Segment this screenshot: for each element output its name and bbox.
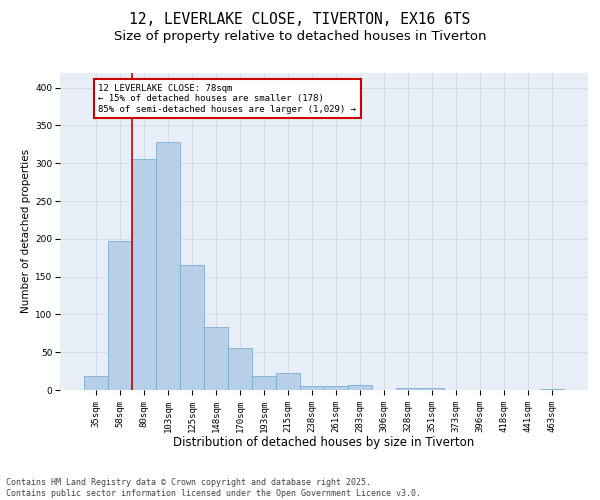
Bar [84, 376, 108, 390]
Bar [396, 388, 420, 390]
Bar [540, 389, 564, 390]
X-axis label: Distribution of detached houses by size in Tiverton: Distribution of detached houses by size … [173, 436, 475, 449]
Y-axis label: Number of detached properties: Number of detached properties [21, 149, 31, 314]
Text: Size of property relative to detached houses in Tiverton: Size of property relative to detached ho… [114, 30, 486, 43]
Bar [132, 160, 156, 390]
Bar [108, 241, 132, 390]
Bar [228, 348, 252, 390]
Text: 12 LEVERLAKE CLOSE: 78sqm
← 15% of detached houses are smaller (178)
85% of semi: 12 LEVERLAKE CLOSE: 78sqm ← 15% of detac… [98, 84, 356, 114]
Bar [180, 266, 204, 390]
Bar [348, 386, 372, 390]
Bar [300, 386, 324, 390]
Text: Contains HM Land Registry data © Crown copyright and database right 2025.
Contai: Contains HM Land Registry data © Crown c… [6, 478, 421, 498]
Bar [420, 388, 444, 390]
Bar [204, 328, 228, 390]
Text: 12, LEVERLAKE CLOSE, TIVERTON, EX16 6TS: 12, LEVERLAKE CLOSE, TIVERTON, EX16 6TS [130, 12, 470, 28]
Bar [324, 386, 348, 390]
Bar [252, 376, 276, 390]
Bar [156, 142, 180, 390]
Bar [276, 374, 300, 390]
